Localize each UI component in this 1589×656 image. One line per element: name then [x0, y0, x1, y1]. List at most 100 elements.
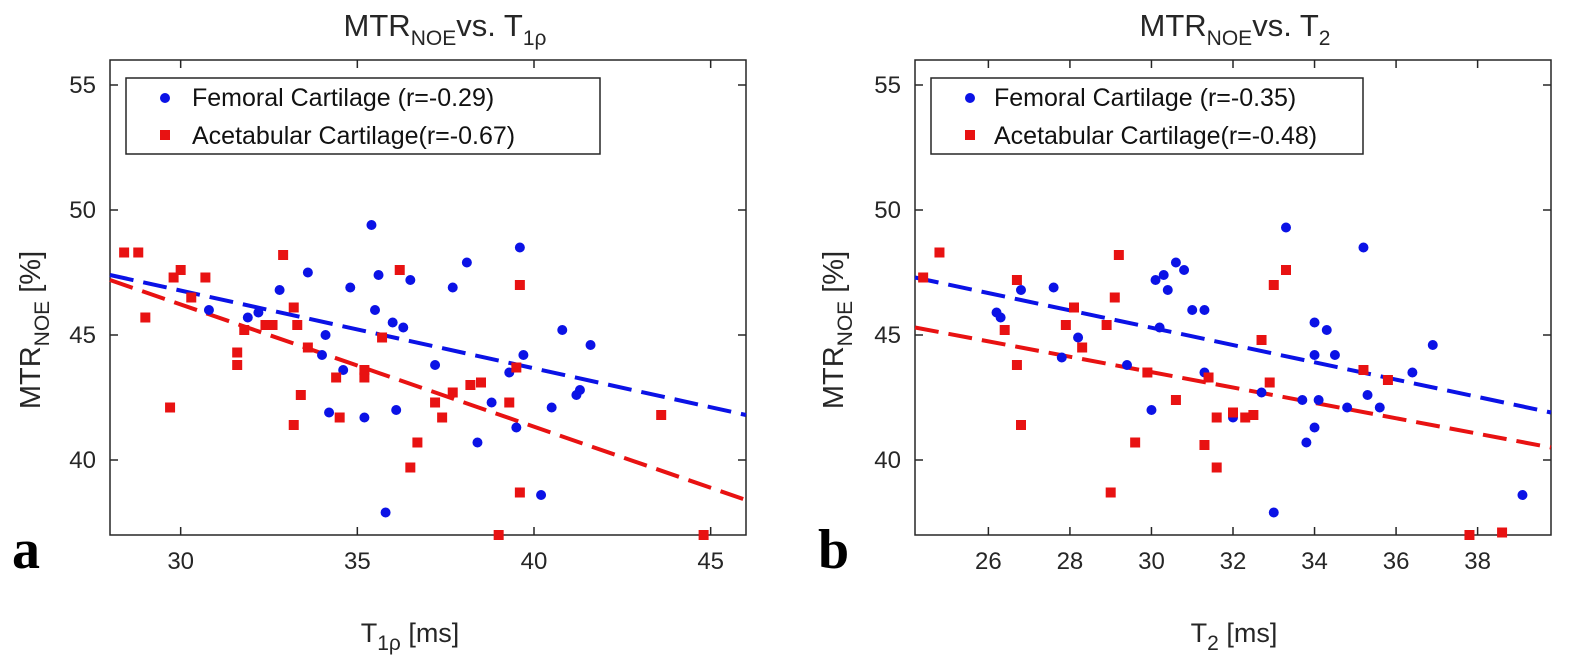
chart-a-point-acetabular	[493, 530, 504, 540]
chart-a-point-femoral	[387, 317, 398, 328]
chart-b-ytick-label: 50	[874, 197, 901, 224]
chart-a-point-acetabular	[200, 272, 211, 283]
chart-a-ytick-label: 40	[69, 447, 96, 474]
chart-a-fit-acetabular	[109, 278, 747, 502]
chart-a-point-acetabular	[476, 377, 486, 388]
chart-a-point-femoral	[472, 437, 483, 448]
chart-a-point-acetabular	[239, 325, 250, 335]
chart-b-xtick-label: 32	[1220, 548, 1247, 575]
chart-b-point-acetabular	[1170, 395, 1181, 405]
chart-b-title: MTRNOEvs. T2	[1140, 8, 1331, 50]
chart-b-point-acetabular	[1105, 487, 1116, 498]
chart-a-point-acetabular	[288, 302, 299, 313]
chart-a-point-acetabular	[175, 265, 186, 275]
chart-b-point-femoral	[1321, 325, 1332, 335]
chart-b-xtick-label: 26	[975, 548, 1002, 575]
chart-b-point-acetabular	[1203, 372, 1214, 383]
chart-a-point-femoral	[574, 385, 585, 395]
chart-b-point-acetabular	[1011, 360, 1022, 370]
chart-a-xtick-label: 40	[521, 548, 548, 575]
chart-b-point-femoral	[1199, 305, 1210, 315]
chart-b-point-femoral	[1362, 390, 1373, 400]
chart-a-point-acetabular	[295, 390, 306, 400]
chart-b-point-acetabular	[1264, 377, 1275, 388]
chart-a-point-acetabular	[377, 332, 388, 343]
chart-b-point-femoral	[1048, 282, 1059, 293]
chart-a-point-acetabular	[232, 347, 243, 358]
chart-a-point-femoral	[320, 330, 331, 340]
chart-a-point-acetabular	[302, 342, 313, 353]
chart-a-point-acetabular	[140, 312, 151, 323]
chart-b-point-femoral	[1056, 352, 1067, 363]
chart-b-point-acetabular	[999, 325, 1010, 335]
chart-a-point-femoral	[405, 275, 416, 285]
chart-a-point-acetabular	[405, 462, 416, 473]
chart-a-legend-acetabular-marker	[160, 130, 170, 140]
chart-a-point-acetabular	[656, 410, 667, 420]
chart-b-point-femoral	[1309, 350, 1320, 360]
chart-b-point-femoral	[1122, 360, 1132, 370]
chart-a-xtick-label: 35	[344, 548, 371, 575]
chart-b-legend-femoral-marker	[965, 93, 975, 103]
chart-a-point-femoral	[518, 350, 529, 360]
chart-a-axes-box	[109, 59, 747, 536]
chart-a-legend-femoral-label: Femoral Cartilage (r=-0.29)	[192, 84, 494, 112]
chart-b-legend: Femoral Cartilage (r=-0.35) Acetabular C…	[930, 77, 1364, 155]
chart-b-point-acetabular	[1228, 407, 1238, 418]
chart-a-ylabel: MTRNOE [%]	[15, 251, 54, 409]
chart-b-xtick-label: 38	[1464, 548, 1491, 575]
chart-a-ytick-label: 55	[69, 72, 96, 99]
chart-b-point-femoral	[1313, 395, 1324, 405]
chart-b-fit-acetabular	[914, 325, 1552, 450]
chart-b-ylabel: MTRNOE [%]	[818, 251, 857, 409]
chart-a-point-acetabular	[288, 420, 299, 430]
chart-a-point-femoral	[391, 405, 402, 415]
chart-a-point-femoral	[380, 507, 391, 518]
chart-a-point-acetabular	[465, 380, 476, 390]
chart-b-point-acetabular	[1240, 412, 1251, 423]
chart-a-point-acetabular	[168, 272, 179, 283]
chart-a-point-acetabular	[359, 365, 370, 375]
chart-b-point-acetabular	[1256, 335, 1267, 345]
chart-b-point-femoral	[1407, 367, 1418, 378]
chart-b-fit-femoral	[914, 275, 1552, 415]
chart-a-xtick-label: 30	[167, 548, 194, 575]
chart-b-ytick-label: 45	[874, 322, 901, 349]
chart-a-point-femoral	[302, 267, 313, 278]
chart-a-point-femoral	[461, 257, 472, 268]
chart-b-point-femoral	[995, 312, 1006, 323]
chart-a-point-acetabular	[514, 487, 525, 498]
chart-a-point-femoral	[366, 220, 377, 230]
chart-a-point-acetabular	[278, 250, 289, 260]
chart-a-fit-femoral	[109, 273, 747, 417]
chart-b-point-acetabular	[1060, 320, 1071, 330]
chart-a-point-acetabular	[119, 247, 130, 258]
chart-b-point-acetabular	[1358, 365, 1369, 375]
chart-b-point-acetabular	[1109, 292, 1120, 303]
panel-b: MTRNOEvs. T2 26 28 30 32 34 36 38 40 45 50 55 Femo…	[818, 8, 1552, 655]
chart-a-point-femoral	[511, 422, 522, 433]
chart-a-point-acetabular	[133, 247, 144, 258]
chart-a-point-acetabular	[260, 320, 271, 330]
chart-b-point-femoral	[1427, 340, 1438, 350]
chart-a-plot: 30 35 40 45 40 45 50 55	[69, 60, 746, 575]
chart-b-point-acetabular	[1281, 265, 1291, 275]
chart-b-point-acetabular	[1011, 275, 1022, 285]
chart-a-point-femoral	[203, 305, 214, 315]
chart-a-point-acetabular	[267, 320, 278, 330]
chart-a-point-acetabular	[412, 437, 423, 448]
chart-b-point-acetabular	[1497, 527, 1508, 538]
chart-a-point-femoral	[317, 350, 327, 360]
chart-a-point-acetabular	[514, 280, 525, 290]
chart-b-ytick-label: 40	[874, 447, 901, 474]
chart-a-data	[109, 220, 747, 540]
chart-a-legend-acetabular-label: Acetabular Cartilage(r=-0.67)	[192, 122, 515, 150]
chart-b-plot: 26 28 30 32 34 36 38 40 45 50 55	[874, 60, 1551, 575]
chart-a-point-acetabular	[232, 360, 243, 370]
chart-b-point-femoral	[1154, 322, 1165, 333]
panel-a: MTRNOEvs. T1ρ 30 35 40 45 40 45 50 55 Femoral C…	[12, 8, 747, 655]
chart-b-point-acetabular	[1130, 437, 1141, 448]
chart-b-point-femoral	[1150, 275, 1161, 285]
chart-a-point-acetabular	[437, 412, 448, 423]
